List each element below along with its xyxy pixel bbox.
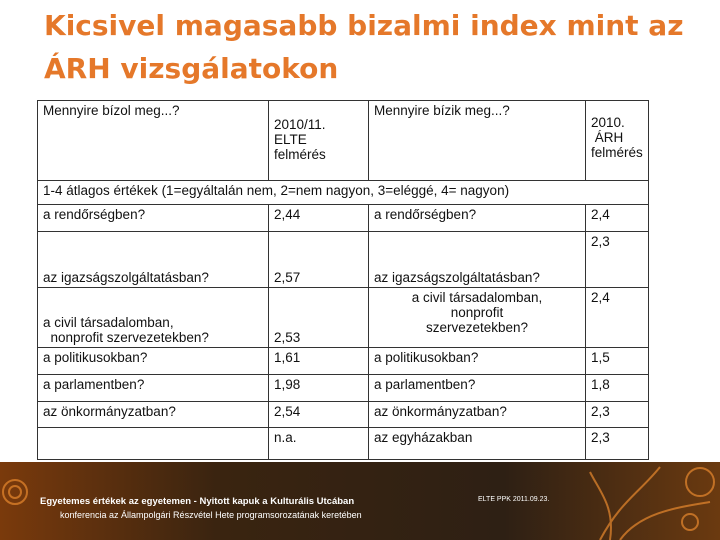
cell-line: ÁRH [591,130,624,145]
table-cell: n.a. [268,427,369,460]
footer-band: Egyetemes értékek az egyetemen - Nyitott… [0,462,720,540]
table-cell: 1,5 [585,347,649,375]
cell-line: felmérés [274,147,326,162]
cell-line: a civil társadalomban, [43,315,174,330]
cell-line: ELTE [274,132,307,147]
cell-line: nonprofit [450,305,504,320]
table-row: a rendőrségben? 2,44 a rendőrségben? 2,4 [37,204,649,232]
footer-decoration [2,466,715,540]
table-cell: a parlamentben? [37,374,269,402]
table-cell: az igazságszolgáltatásban? [368,231,586,288]
table-cell: a politikusokban? [368,347,586,375]
table-cell: a rendőrségben? [37,204,269,232]
table-cell: a parlamentben? [368,374,586,402]
cell-line: Mennyire bízik meg...? [374,103,510,118]
cell-line: szervezetekben? [425,320,529,335]
cell-line: 2010/11. [274,117,326,132]
header-cell: 2010/11. ELTE felmérés [268,100,369,181]
header-cell: 2010. ÁRH felmérés [585,100,649,181]
table-row: az igazságszolgáltatásban? 2,57 az igazság… [37,231,649,288]
table-cell: 2,57 [268,231,369,288]
table-cell: az önkormányzatban? [37,401,269,428]
header-cell: Mennyire bízik meg...? [368,100,586,181]
table-cell: 2,4 [585,204,649,232]
note-cell: 1-4 átlagos értékek (1=egyáltalán nem, 2… [37,180,649,205]
table-cell: 1,8 [585,374,649,402]
note-row: 1-4 átlagos értékek (1=egyáltalán nem, 2… [37,180,649,205]
table-cell: az igazságszolgáltatásban? [37,231,269,288]
table-cell: a civil társadalomban, nonprofit szervezet… [368,287,586,348]
cell-line: a civil társadalomban, [411,290,543,305]
footer-line2: konferencia az Állampolgári Részvétel He… [60,510,362,520]
table-cell: 2,3 [585,401,649,428]
footer-date: ELTE PPK 2011.09.23. [478,496,550,503]
table-cell: 1,61 [268,347,369,375]
header-row: Mennyire bízol meg...? 2010/11. ELTE felmér… [37,100,649,181]
cell-line: 2010. [591,115,625,130]
table-cell: 2,44 [268,204,369,232]
slide-title: Kicsivel magasabb bizalmi index mint az … [44,9,684,85]
table-cell: a politikusokban? [37,347,269,375]
table-cell: az egyházakban [368,427,586,460]
table-cell [37,427,269,460]
table-row: a civil társadalomban, nonprofit szervez… [37,287,649,348]
table-row: az önkormányzatban? 2,54 az önkormányzatba… [37,401,649,428]
table-row: a politikusokban? 1,61 a politikusokban? 1,… [37,347,649,375]
table-cell: 1,98 [268,374,369,402]
table-row: a parlamentben? 1,98 a parlamentben? 1,8 [37,374,649,402]
table-cell: 2,54 [268,401,369,428]
table-cell: a civil társadalomban, nonprofit szervez… [37,287,269,348]
table-cell: 2,3 [585,427,649,460]
footer-line1: Egyetemes értékek az egyetemen - Nyitott… [40,496,355,507]
table-cell: az önkormányzatban? [368,401,586,428]
header-cell: Mennyire bízol meg...? [37,100,269,181]
data-table: Mennyire bízol meg...? 2010/11. ELTE felmér… [37,100,649,460]
table-cell: a rendőrségben? [368,204,586,232]
table-cell: 2,4 [585,287,649,348]
cell-line: Mennyire bízol meg...? [43,103,180,118]
table-row: n.a. az egyházakban 2,3 [37,427,649,460]
table-cell: 2,3 [585,231,649,288]
cell-line: felmérés [591,145,643,160]
cell-line: nonprofit szervezetekben? [43,330,209,345]
table-cell: 2,53 [268,287,369,348]
